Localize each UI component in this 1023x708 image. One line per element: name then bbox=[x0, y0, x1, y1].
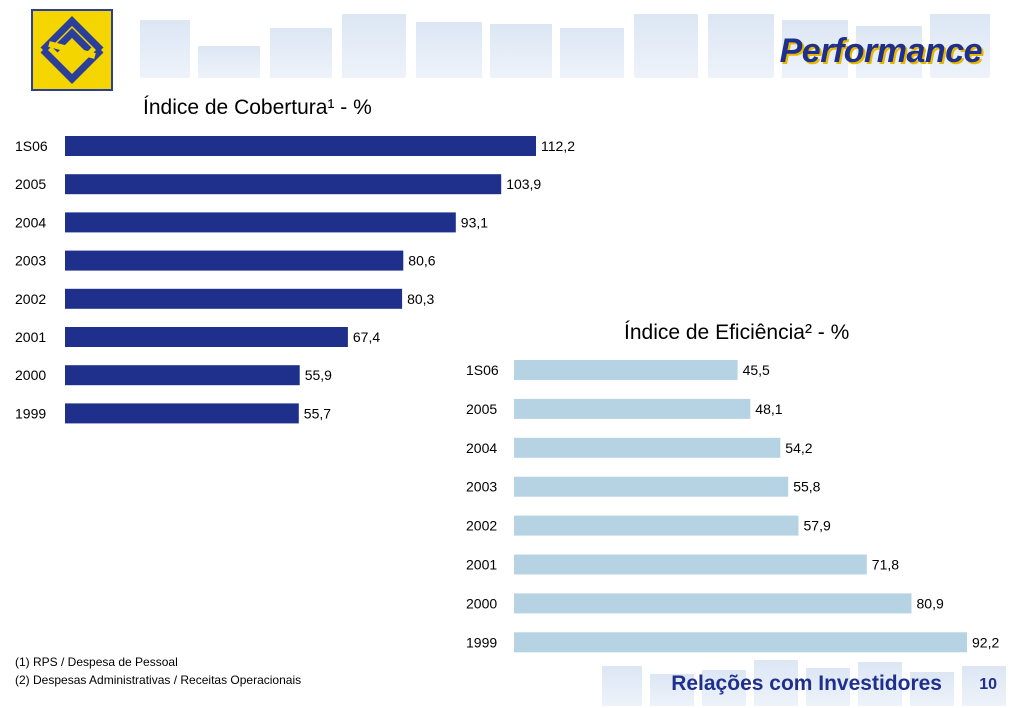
efficiency-bar bbox=[514, 515, 799, 536]
coverage-value-label: 80,6 bbox=[408, 253, 435, 269]
coverage-category-label: 2001 bbox=[15, 329, 46, 345]
coverage-bar bbox=[65, 403, 299, 424]
coverage-bar bbox=[65, 174, 502, 195]
efficiency-category-label: 2002 bbox=[466, 518, 497, 534]
efficiency-category-label: 2000 bbox=[466, 595, 497, 611]
efficiency-bar bbox=[514, 632, 967, 653]
coverage-value-label: 55,9 bbox=[305, 367, 332, 383]
footnote-2: (2) Despesas Administrativas / Receitas … bbox=[15, 673, 302, 687]
efficiency-category-label: 1999 bbox=[466, 634, 497, 650]
coverage-value-label: 103,9 bbox=[506, 176, 541, 192]
footer-label: Relações com Investidores bbox=[671, 672, 942, 695]
coverage-category-label: 2005 bbox=[15, 176, 46, 192]
coverage-value-label: 67,4 bbox=[353, 329, 380, 345]
efficiency-chart-title: Índice de Eficiência² - % bbox=[624, 321, 850, 344]
coverage-chart-title: Índice de Cobertura¹ - % bbox=[143, 96, 372, 119]
footnote-1: (1) RPS / Despesa de Pessoal bbox=[15, 655, 178, 669]
coverage-bar bbox=[65, 136, 536, 156]
efficiency-value-label: 45,5 bbox=[743, 362, 770, 378]
coverage-value-label: 112,2 bbox=[541, 138, 575, 154]
page-title: Performance bbox=[779, 32, 983, 70]
coverage-bar bbox=[65, 327, 348, 347]
efficiency-category-label: 2003 bbox=[466, 479, 497, 495]
coverage-category-label: 2000 bbox=[15, 367, 46, 383]
efficiency-value-label: 80,9 bbox=[917, 595, 944, 611]
efficiency-value-label: 92,2 bbox=[972, 634, 999, 650]
coverage-value-label: 93,1 bbox=[461, 214, 488, 230]
efficiency-bar bbox=[514, 398, 751, 419]
efficiency-category-label: 1S06 bbox=[466, 362, 499, 378]
footer-decoration bbox=[602, 660, 1012, 706]
coverage-category-label: 1999 bbox=[15, 405, 46, 421]
efficiency-value-label: 55,8 bbox=[793, 479, 820, 495]
coverage-category-label: 1S06 bbox=[15, 138, 48, 154]
efficiency-bar bbox=[514, 360, 738, 380]
efficiency-bar bbox=[514, 554, 867, 575]
header-decoration bbox=[140, 12, 990, 78]
coverage-bar bbox=[65, 212, 456, 233]
coverage-bar bbox=[65, 250, 404, 271]
efficiency-bar bbox=[514, 476, 789, 497]
coverage-bar bbox=[65, 288, 403, 309]
efficiency-value-label: 57,9 bbox=[804, 518, 831, 534]
efficiency-category-label: 2005 bbox=[466, 401, 497, 417]
coverage-bar bbox=[65, 365, 300, 386]
coverage-category-label: 2004 bbox=[15, 214, 46, 230]
coverage-value-label: 55,7 bbox=[304, 405, 331, 421]
coverage-category-label: 2002 bbox=[15, 291, 46, 307]
coverage-category-label: 2003 bbox=[15, 253, 46, 269]
efficiency-bar bbox=[514, 437, 781, 458]
efficiency-value-label: 48,1 bbox=[755, 401, 782, 417]
page-number: 10 bbox=[979, 676, 997, 693]
efficiency-category-label: 2004 bbox=[466, 440, 497, 456]
efficiency-value-label: 71,8 bbox=[872, 557, 899, 573]
coverage-value-label: 80,3 bbox=[407, 291, 434, 307]
efficiency-bar bbox=[514, 593, 912, 614]
bank-logo bbox=[31, 9, 113, 91]
efficiency-category-label: 2001 bbox=[466, 557, 497, 573]
efficiency-value-label: 54,2 bbox=[785, 440, 812, 456]
